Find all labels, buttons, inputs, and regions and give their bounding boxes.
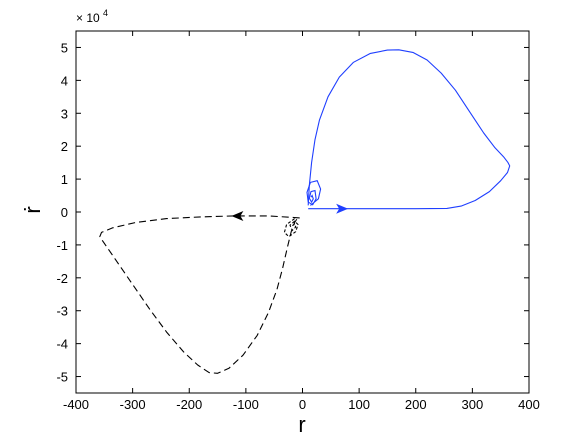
x-tick-label: -400 [63,397,89,412]
y-multiplier-exponent: 4 [103,8,108,18]
y-axis-label: ṙ [20,206,45,213]
y-tick-label: 3 [61,106,68,121]
x-axis-label: r [298,412,305,437]
series-1-direction-arrow [231,210,244,221]
series-layer [99,49,511,374]
y-tick-label: 4 [61,73,68,88]
y-tick-label: -1 [56,238,68,253]
y-tick-label: 1 [61,172,68,187]
series-0-trajectory-line [307,49,511,210]
y-multiplier-label: × 10 4 [76,8,108,25]
y-multiplier-base: × 10 [76,11,100,25]
x-tick-label: -300 [120,397,146,412]
series-1-trajectory-line [99,215,300,374]
y-tick-label: 0 [61,205,68,220]
x-tick-label: 300 [462,397,484,412]
y-tick-label: 5 [61,40,68,55]
x-tick-label: 200 [405,397,427,412]
x-tick-label: 400 [518,397,540,412]
series-1-spiral-line [283,218,299,238]
series-0-direction-arrow [336,203,349,214]
x-tick-label: -200 [176,397,202,412]
y-tick-label: -5 [56,370,68,385]
series-0-spiral-line [306,180,322,206]
y-tick-label: -2 [56,271,68,286]
x-tick-label: -100 [233,397,259,412]
tick-layer: -400 -300 -200 -100 0 100 200 300 400 -5 -4 -3 -2 -1 0… [56,31,540,412]
y-tick-label: -4 [56,337,68,352]
plot-area-frame [75,30,530,394]
y-tick-label: -3 [56,304,68,319]
x-tick-label: 0 [299,397,306,412]
y-tick-label: 2 [61,139,68,154]
x-tick-label: 100 [348,397,370,412]
